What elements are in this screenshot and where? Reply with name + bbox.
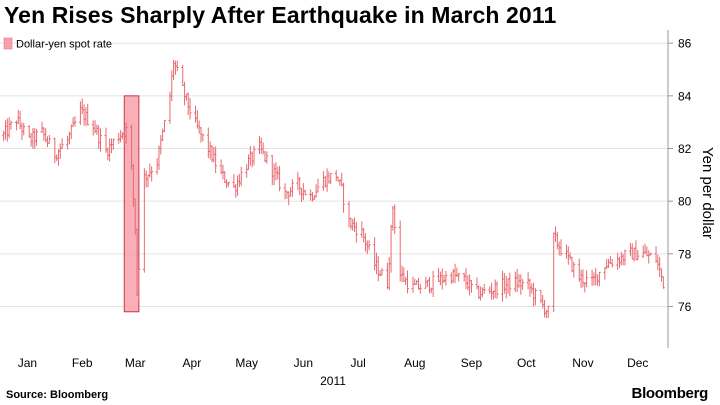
chart-title: Yen Rises Sharply After Earthquake in Ma… [4, 2, 557, 28]
legend-swatch [3, 37, 13, 50]
x-tick-label: Oct [517, 356, 536, 370]
x-tick-label: Aug [404, 356, 425, 370]
x-tick-label: Dec [627, 356, 648, 370]
highlight-rect [123, 95, 140, 313]
x-tick-label: Jan [18, 356, 37, 370]
x-tick-label: Sep [461, 356, 483, 370]
legend-label: Dollar-yen spot rate [16, 39, 112, 51]
y-axis-label: Yen per dollar [699, 147, 716, 239]
x-tick-label: Jun [294, 356, 313, 370]
legend: Dollar-yen spot rate [3, 37, 112, 51]
y-tick-label: 78 [678, 247, 692, 261]
y-tick-label: 84 [678, 89, 692, 103]
bloomberg-logo: Bloomberg [631, 385, 709, 402]
price-bars [2, 59, 665, 319]
y-axis-ticks: 76 78 80 82 84 86 [668, 37, 692, 314]
y-tick-label: 82 [678, 142, 692, 156]
x-tick-label: Apr [183, 356, 202, 370]
x-tick-label: Nov [572, 356, 593, 370]
x-tick-label: Jul [350, 356, 365, 370]
y-tick-label: 80 [678, 195, 692, 209]
earthquake-highlight [123, 95, 140, 313]
x-axis-year-label: 2011 [320, 374, 346, 388]
y-tick-label: 76 [678, 300, 692, 314]
x-tick-label: Mar [125, 356, 146, 370]
y-tick-label: 86 [678, 37, 692, 51]
source-note: Source: Bloomberg [6, 389, 109, 401]
x-tick-label: Feb [72, 356, 93, 370]
x-tick-label: May [235, 356, 258, 370]
x-axis-ticks: Jan Feb Mar Apr May Jun Jul Aug Sep Oct Nov Dec [18, 356, 649, 370]
gridlines [0, 42, 668, 307]
